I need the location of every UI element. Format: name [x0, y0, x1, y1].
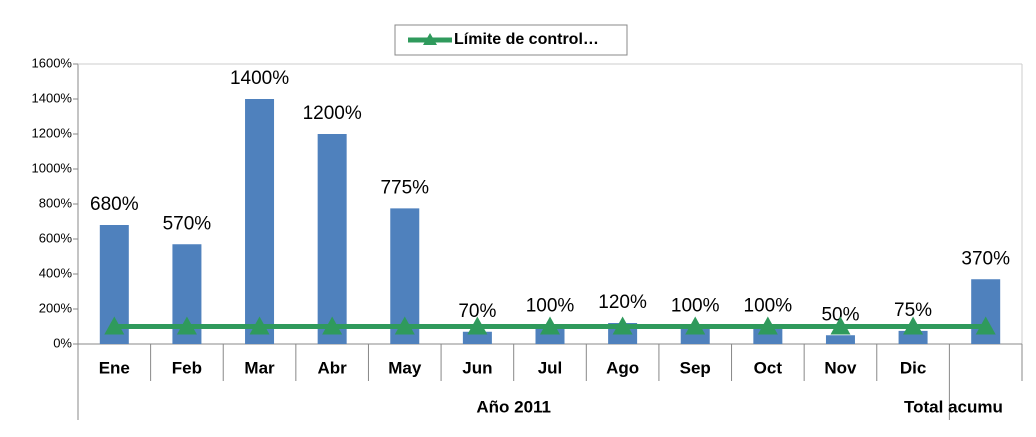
line-marker: [757, 316, 778, 335]
data-label: 75%: [894, 300, 932, 321]
line-marker: [975, 316, 996, 335]
line-marker: [830, 316, 851, 335]
line-marker: [249, 316, 270, 335]
x-tick-label: Abr: [318, 358, 348, 377]
data-label: 50%: [821, 304, 859, 325]
data-label: 100%: [671, 296, 720, 317]
data-label: 100%: [526, 296, 575, 317]
x-tick-label: Feb: [172, 358, 202, 377]
x-tick-label: May: [388, 358, 422, 377]
bar: [825, 335, 855, 344]
bar: [245, 99, 275, 344]
data-label: 775%: [380, 177, 429, 198]
category-group-label: Año 2011: [476, 397, 551, 416]
x-tick-label: Sep: [680, 358, 711, 377]
line-marker: [467, 316, 488, 335]
data-label: 570%: [163, 213, 212, 234]
legend-swatch-marker: [423, 33, 437, 45]
x-tick-label: Jul: [538, 358, 563, 377]
x-tick-label: Ago: [606, 358, 639, 377]
line-marker: [903, 316, 924, 335]
data-label: 680%: [90, 194, 139, 215]
y-tick-label: 0%: [53, 335, 72, 350]
x-tick-label: Oct: [754, 358, 783, 377]
data-label: 70%: [458, 301, 496, 322]
line-marker: [685, 316, 706, 335]
line-marker: [540, 316, 560, 335]
y-tick-label: 1200%: [32, 125, 73, 140]
data-label: 1200%: [303, 103, 362, 124]
y-tick-label: 1400%: [32, 90, 73, 105]
line-marker: [322, 316, 343, 335]
y-tick-label: 600%: [39, 230, 73, 245]
y-tick-label: 1600%: [32, 55, 73, 70]
bar: [462, 331, 492, 344]
x-tick-label: Mar: [244, 358, 275, 377]
x-tick-label: Dic: [900, 358, 926, 377]
y-tick-label: 200%: [39, 300, 73, 315]
data-label: 370%: [961, 248, 1010, 269]
line-marker: [394, 316, 415, 335]
x-tick-label: Jun: [462, 358, 492, 377]
data-label: 1400%: [230, 68, 289, 89]
line-marker: [104, 316, 125, 335]
bar: [317, 134, 347, 344]
data-label: 120%: [598, 292, 647, 313]
line-marker: [176, 316, 197, 335]
legend-label: Límite de control…: [454, 31, 599, 48]
category-group-label: Total acumu: [904, 397, 1003, 416]
data-label: 100%: [744, 296, 793, 317]
line-marker: [612, 316, 633, 335]
x-tick-label: Nov: [824, 358, 857, 377]
y-tick-label: 1000%: [32, 160, 73, 175]
x-tick-label: Ene: [99, 358, 130, 377]
y-tick-label: 400%: [39, 265, 73, 280]
y-tick-label: 800%: [39, 195, 73, 210]
